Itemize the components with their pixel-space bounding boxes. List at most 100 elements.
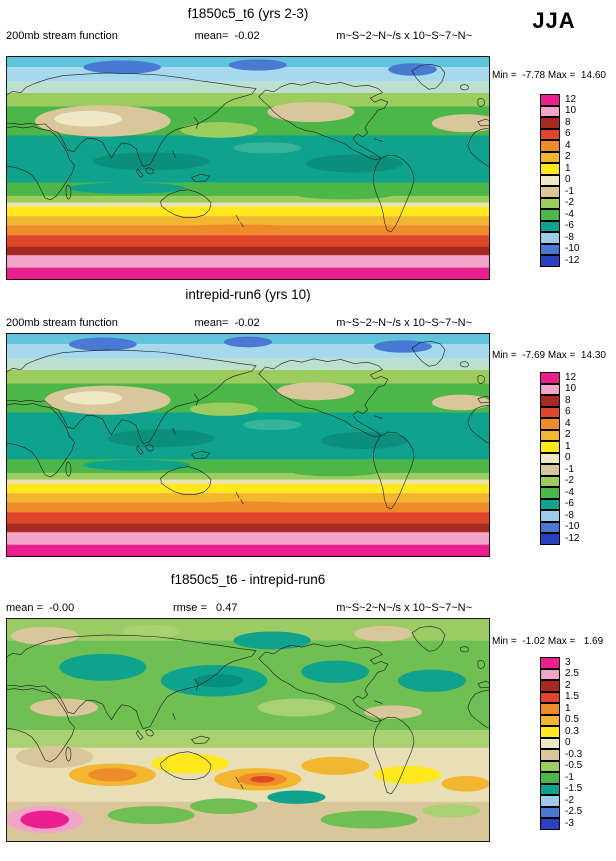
colorbar-row: 4 (540, 140, 612, 152)
colorbar-swatch (540, 737, 560, 749)
colorbar-row: 0 (540, 452, 612, 464)
colorbar-tick-label: 1 (565, 702, 571, 714)
panel1-mean-label: mean= -0.02 (194, 30, 260, 42)
colorbar-swatch (540, 151, 560, 163)
colorbar-swatch (540, 429, 560, 441)
colorbar-row: -8 (540, 232, 612, 244)
colorbar-tick-label: -4 (565, 208, 574, 220)
colorbar-swatch (540, 441, 560, 453)
colorbar-row: 8 (540, 117, 612, 129)
colorbar-row: -6 (540, 498, 612, 510)
colorbar-tick-label: -1 (565, 185, 574, 197)
colorbar-row: -2 (540, 795, 612, 807)
colorbar-swatch (540, 691, 560, 703)
panel2-variable-label: 200mb stream function (6, 317, 118, 329)
colorbar-row: 0 (540, 737, 612, 749)
colorbar-tick-label: 2 (565, 679, 571, 691)
colorbar-tick-label: 6 (565, 406, 571, 418)
colorbar-swatch (540, 232, 560, 244)
colorbar-swatch (540, 186, 560, 198)
colorbar-tick-label: 3 (565, 656, 571, 668)
colorbar-row: -2 (540, 197, 612, 209)
colorbar-tick-label: -3 (565, 817, 574, 829)
colorbar-row: -0.3 (540, 749, 612, 761)
colorbar-swatch (540, 372, 560, 384)
panel1-units-label: m~S~2~N~/s x 10~S~7~N~ (336, 30, 472, 42)
colorbar-swatch (540, 703, 560, 715)
colorbar-tick-label: -2 (565, 794, 574, 806)
colorbar-row: 1.5 (540, 691, 612, 703)
coastlines (6, 340, 490, 510)
colorbar-row: 6 (540, 406, 612, 418)
panel3-subheader: mean = -0.00 rmse = 0.47 m~S~2~N~/s x 10… (6, 602, 472, 614)
map-border (6, 56, 490, 280)
colorbar-row: 10 (540, 105, 612, 117)
colorbar-tick-label: 10 (565, 383, 577, 395)
colorbar-swatch (540, 772, 560, 784)
colorbar-tick-label: 12 (565, 371, 577, 383)
colorbar-swatch (540, 510, 560, 522)
colorbar-tick-label: -2 (565, 475, 574, 487)
colorbar-row: 8 (540, 395, 612, 407)
colorbar-tick-label: -12 (565, 532, 580, 544)
colorbar-swatch (540, 197, 560, 209)
panel1-minmax-label: Min = -7.78 Max = 14.60 (492, 70, 606, 81)
colorbar-swatch (540, 726, 560, 738)
colorbar-tick-label: 4 (565, 139, 571, 151)
colorbar-swatch (540, 395, 560, 407)
colorbar-row: -1.5 (540, 783, 612, 795)
map-border (6, 618, 490, 842)
coastlines (6, 625, 490, 795)
colorbar-row: 4 (540, 418, 612, 430)
colorbar-swatch (540, 117, 560, 129)
colorbar-swatch (540, 452, 560, 464)
colorbar-row: 2 (540, 151, 612, 163)
colorbar-tick-label: -10 (565, 521, 580, 533)
colorbar-swatch (540, 760, 560, 772)
panel3-units-label: m~S~2~N~/s x 10~S~7~N~ (336, 602, 472, 614)
colorbar-swatch (540, 818, 560, 830)
colorbar-tick-label: -12 (565, 254, 580, 266)
colorbar-row: -1 (540, 186, 612, 198)
colorbar-swatch (540, 255, 560, 267)
colorbar-row: 0.3 (540, 726, 612, 738)
colorbar-tick-label: -2.5 (565, 806, 583, 818)
panel3-rmse-label: rmse = 0.47 (172, 602, 238, 614)
panel3-title: f1850c5_t6 - intrepid-run6 (170, 572, 326, 587)
coastlines (6, 63, 490, 233)
colorbar-swatch (540, 749, 560, 761)
colorbar-row: -10 (540, 243, 612, 255)
colorbar-swatch (540, 714, 560, 726)
colorbar-tick-label: 4 (565, 417, 571, 429)
colorbar-tick-label: -0.3 (565, 748, 583, 760)
colorbar-tick-label: -8 (565, 231, 574, 243)
colorbar-tick-label: -0.5 (565, 760, 583, 772)
colorbar-row: -1 (540, 464, 612, 476)
colorbar-swatch (540, 487, 560, 499)
colorbar-row: -4 (540, 209, 612, 221)
colorbar-tick-label: 10 (565, 105, 577, 117)
colorbar-swatch (540, 475, 560, 487)
colorbar-swatch (540, 209, 560, 221)
colorbar-row: 1 (540, 163, 612, 175)
colorbar-tick-label: 0.3 (565, 725, 579, 737)
colorbar-swatch (540, 94, 560, 106)
colorbar-swatch (540, 140, 560, 152)
colorbar-swatch (540, 174, 560, 186)
colorbar-row: 12 (540, 94, 612, 106)
colorbar-swatch (540, 220, 560, 232)
colorbar-row: 1 (540, 441, 612, 453)
colorbar-tick-label: 2 (565, 151, 571, 163)
panel2-minmax-label: Min = -7.69 Max = 14.30 (492, 350, 606, 361)
season-label: JJA (532, 8, 576, 33)
colorbar-row: 0 (540, 174, 612, 186)
colorbar-tick-label: 8 (565, 116, 571, 128)
colorbar-swatch (540, 521, 560, 533)
colorbar-tick-label: -1.5 (565, 783, 583, 795)
colorbar-tick-label: 0 (565, 174, 571, 186)
map-difference (6, 618, 490, 842)
colorbar-row: -12 (540, 255, 612, 267)
colorbar-row: 6 (540, 128, 612, 140)
colorbar-row: -10 (540, 521, 612, 533)
